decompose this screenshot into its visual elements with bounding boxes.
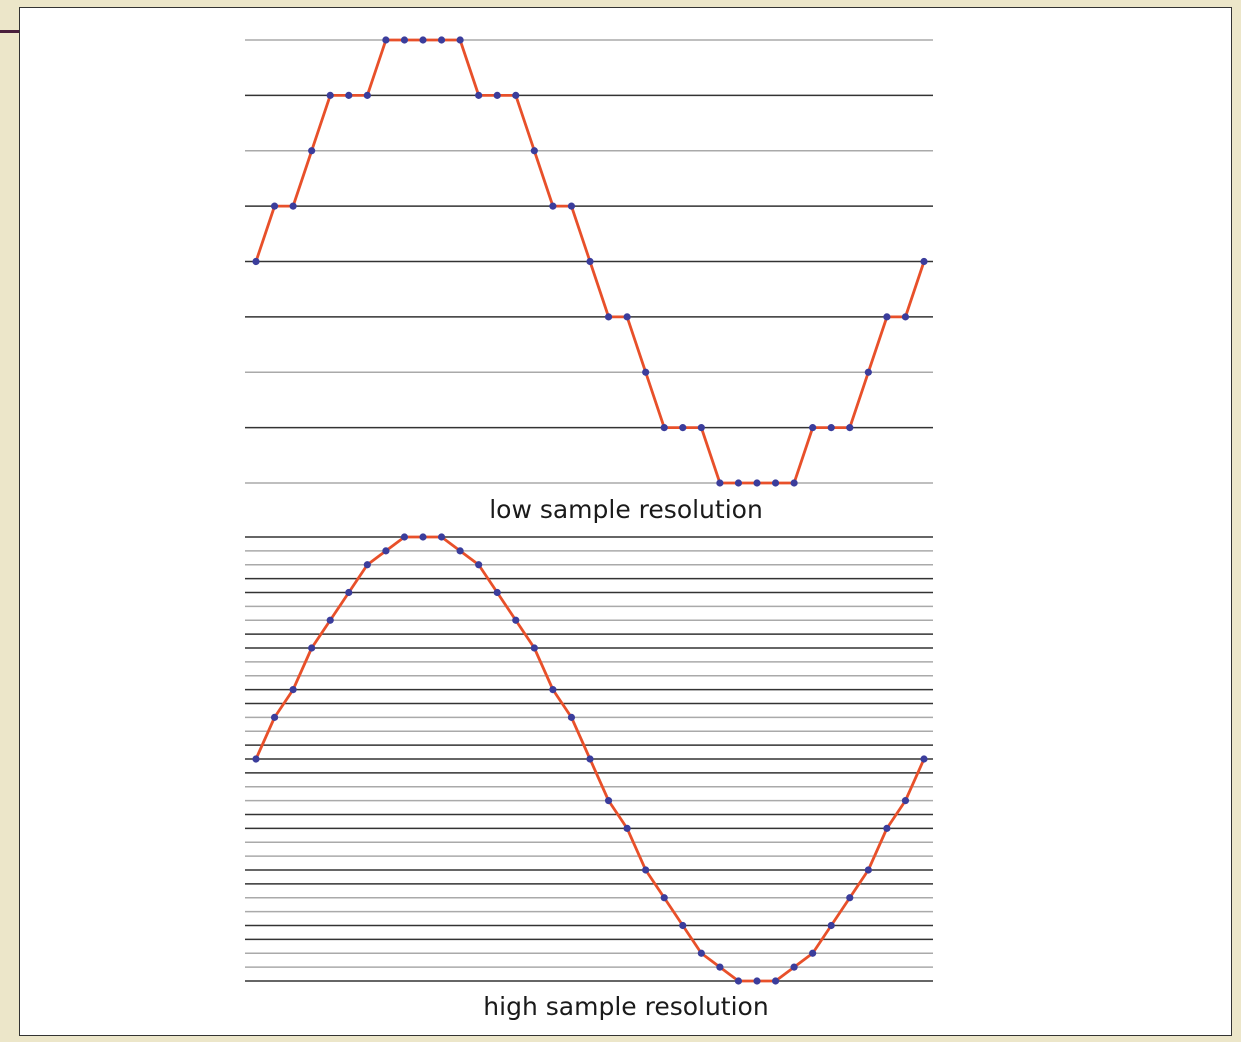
sample-point xyxy=(642,368,650,376)
accent-bar xyxy=(0,30,20,33)
sample-point xyxy=(345,91,353,99)
sample-point xyxy=(771,977,780,985)
sample-point xyxy=(660,894,668,902)
sample-point xyxy=(586,755,594,763)
sample-point xyxy=(400,36,409,44)
sample-point xyxy=(827,424,835,432)
sample-point xyxy=(901,313,910,321)
sample-point xyxy=(920,257,928,266)
sample-point xyxy=(623,824,631,832)
low-resolution-chart xyxy=(245,36,933,487)
sample-point xyxy=(437,533,446,541)
sample-point xyxy=(697,424,705,432)
sample-point xyxy=(270,713,279,721)
high-resolution-caption: high sample resolution xyxy=(483,992,768,1021)
sample-point xyxy=(734,977,743,985)
sample-point xyxy=(567,202,576,210)
figure-panel xyxy=(19,7,1232,1036)
sample-point xyxy=(419,533,427,541)
sample-point xyxy=(475,561,483,569)
sample-point xyxy=(530,644,538,652)
sample-point xyxy=(289,202,297,210)
sample-point xyxy=(567,713,576,721)
sample-point xyxy=(326,91,334,99)
sample-point xyxy=(308,644,316,652)
sample-point xyxy=(456,36,464,44)
sample-point xyxy=(771,479,780,487)
sample-point xyxy=(530,147,538,155)
sample-point xyxy=(623,313,631,321)
sample-point xyxy=(289,686,297,694)
sample-point xyxy=(864,866,872,874)
sample-point xyxy=(864,368,872,376)
sample-point xyxy=(252,257,260,266)
sample-point xyxy=(753,977,761,985)
sample-point xyxy=(382,36,390,44)
sample-point xyxy=(512,91,520,99)
sample-point xyxy=(270,202,279,210)
sample-point xyxy=(642,866,650,874)
sample-point xyxy=(883,313,891,321)
sample-point xyxy=(679,424,687,432)
sample-point xyxy=(753,479,761,487)
sample-point xyxy=(437,36,446,44)
sample-point xyxy=(716,479,724,487)
sample-point xyxy=(586,257,594,266)
sample-point xyxy=(827,921,835,930)
sample-point xyxy=(456,547,464,555)
sample-point xyxy=(697,949,705,957)
sample-point xyxy=(493,588,501,597)
sample-point xyxy=(308,147,316,155)
sample-point xyxy=(809,949,817,957)
sample-point xyxy=(734,479,743,487)
sample-point xyxy=(363,561,371,569)
sample-point xyxy=(846,894,854,902)
sample-point xyxy=(846,424,854,432)
sample-point xyxy=(679,921,687,930)
high-resolution-chart xyxy=(245,533,933,985)
sample-point xyxy=(400,533,409,541)
sample-point xyxy=(790,479,798,487)
sample-point xyxy=(419,36,427,44)
sample-point xyxy=(920,755,928,763)
sample-point xyxy=(252,755,260,763)
sample-point xyxy=(716,963,724,971)
sample-point xyxy=(549,686,557,694)
sample-point xyxy=(660,424,668,432)
sample-point xyxy=(604,797,613,805)
low-resolution-caption: low sample resolution xyxy=(489,495,763,524)
sample-point xyxy=(345,588,353,597)
sample-point xyxy=(549,202,557,210)
sample-point xyxy=(790,963,798,971)
sample-point xyxy=(382,547,390,555)
sample-point xyxy=(493,91,501,99)
sample-point xyxy=(901,797,910,805)
sample-point xyxy=(809,424,817,432)
sample-point xyxy=(604,313,613,321)
sample-point xyxy=(326,616,334,624)
sample-point xyxy=(475,91,483,99)
sample-point xyxy=(363,91,371,99)
sample-point xyxy=(883,824,891,832)
sample-point xyxy=(512,616,520,624)
